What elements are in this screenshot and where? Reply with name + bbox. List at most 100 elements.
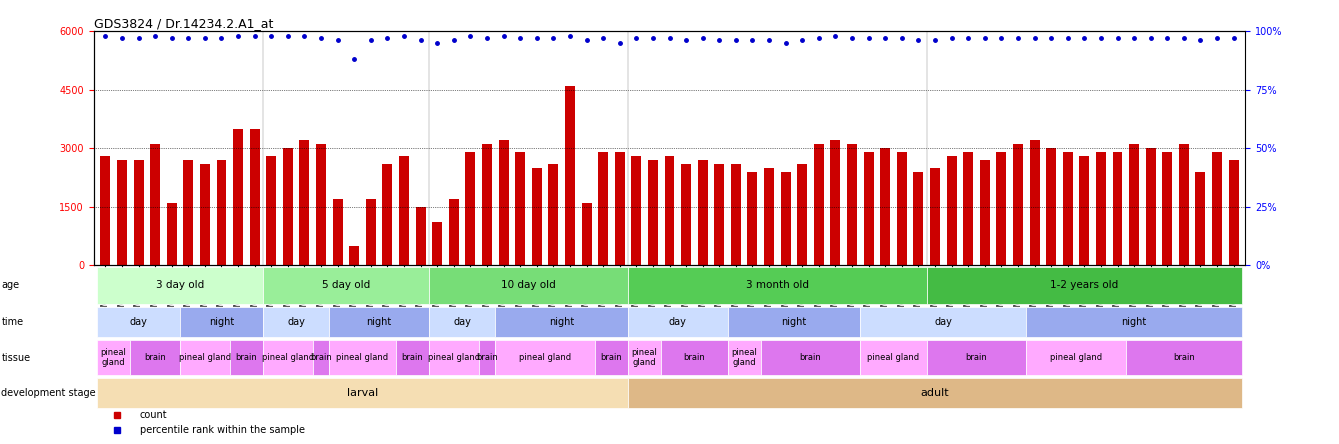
FancyBboxPatch shape: [428, 341, 478, 375]
Bar: [283, 148, 293, 266]
Bar: [1046, 148, 1056, 266]
Bar: [366, 199, 376, 266]
Bar: [249, 129, 260, 266]
Bar: [1030, 140, 1039, 266]
FancyBboxPatch shape: [396, 341, 428, 375]
FancyBboxPatch shape: [628, 378, 1243, 408]
Bar: [864, 152, 873, 266]
FancyBboxPatch shape: [628, 341, 661, 375]
Bar: [1196, 172, 1205, 266]
Bar: [1229, 160, 1239, 266]
FancyBboxPatch shape: [861, 341, 927, 375]
Bar: [1178, 144, 1189, 266]
FancyBboxPatch shape: [495, 341, 595, 375]
FancyBboxPatch shape: [96, 267, 262, 304]
Bar: [415, 207, 426, 266]
Text: pineal gland: pineal gland: [179, 353, 230, 362]
FancyBboxPatch shape: [628, 307, 727, 337]
Text: night: night: [782, 317, 806, 327]
FancyBboxPatch shape: [130, 341, 179, 375]
Text: pineal gland: pineal gland: [1050, 353, 1102, 362]
FancyBboxPatch shape: [727, 341, 761, 375]
Bar: [947, 156, 956, 266]
Bar: [150, 144, 161, 266]
Bar: [332, 199, 343, 266]
Bar: [532, 168, 542, 266]
Bar: [233, 129, 244, 266]
Bar: [432, 222, 442, 266]
Text: age: age: [1, 281, 20, 290]
FancyBboxPatch shape: [313, 341, 329, 375]
Text: larval: larval: [347, 388, 378, 398]
Text: night: night: [1122, 317, 1146, 327]
Text: night: night: [549, 317, 574, 327]
Bar: [765, 168, 774, 266]
Text: percentile rank within the sample: percentile rank within the sample: [139, 425, 305, 435]
Bar: [731, 164, 740, 266]
Bar: [648, 160, 657, 266]
Bar: [797, 164, 807, 266]
Bar: [266, 156, 276, 266]
FancyBboxPatch shape: [428, 267, 628, 304]
FancyBboxPatch shape: [262, 267, 428, 304]
Text: pineal gland: pineal gland: [868, 353, 920, 362]
FancyBboxPatch shape: [478, 341, 495, 375]
FancyBboxPatch shape: [661, 341, 727, 375]
Text: brain: brain: [311, 353, 332, 362]
FancyBboxPatch shape: [96, 307, 179, 337]
Text: day: day: [130, 317, 147, 327]
Bar: [980, 160, 990, 266]
Bar: [747, 172, 758, 266]
Text: day: day: [670, 317, 687, 327]
Bar: [134, 160, 143, 266]
Text: day: day: [453, 317, 471, 327]
Bar: [217, 160, 226, 266]
Bar: [996, 152, 1007, 266]
FancyBboxPatch shape: [727, 307, 861, 337]
Text: brain: brain: [477, 353, 498, 362]
Bar: [963, 152, 973, 266]
Bar: [880, 148, 890, 266]
Bar: [913, 172, 924, 266]
Bar: [1063, 152, 1073, 266]
FancyBboxPatch shape: [262, 341, 313, 375]
Bar: [1129, 144, 1139, 266]
FancyBboxPatch shape: [329, 307, 428, 337]
Text: night: night: [209, 317, 234, 327]
Text: pineal
gland: pineal gland: [731, 348, 757, 367]
Text: count: count: [139, 410, 167, 420]
Bar: [781, 172, 790, 266]
Bar: [848, 144, 857, 266]
Bar: [664, 156, 675, 266]
FancyBboxPatch shape: [262, 307, 329, 337]
Bar: [466, 152, 475, 266]
Bar: [482, 144, 491, 266]
Text: 3 day old: 3 day old: [155, 281, 204, 290]
Bar: [300, 140, 309, 266]
FancyBboxPatch shape: [179, 307, 262, 337]
FancyBboxPatch shape: [1026, 341, 1126, 375]
Bar: [399, 156, 408, 266]
Text: brain: brain: [1173, 353, 1194, 362]
Bar: [615, 152, 625, 266]
FancyBboxPatch shape: [861, 307, 1026, 337]
Bar: [631, 156, 641, 266]
FancyBboxPatch shape: [1026, 307, 1243, 337]
FancyBboxPatch shape: [927, 267, 1243, 304]
FancyBboxPatch shape: [428, 307, 495, 337]
FancyBboxPatch shape: [495, 307, 628, 337]
Bar: [698, 160, 708, 266]
FancyBboxPatch shape: [329, 341, 396, 375]
Bar: [349, 246, 359, 266]
Bar: [1162, 152, 1172, 266]
Bar: [200, 164, 210, 266]
Bar: [167, 203, 177, 266]
Bar: [830, 140, 841, 266]
Bar: [1079, 156, 1090, 266]
Bar: [449, 199, 459, 266]
Bar: [498, 140, 509, 266]
Text: brain: brain: [145, 353, 166, 362]
Bar: [931, 168, 940, 266]
FancyBboxPatch shape: [1126, 341, 1243, 375]
Text: day: day: [288, 317, 305, 327]
